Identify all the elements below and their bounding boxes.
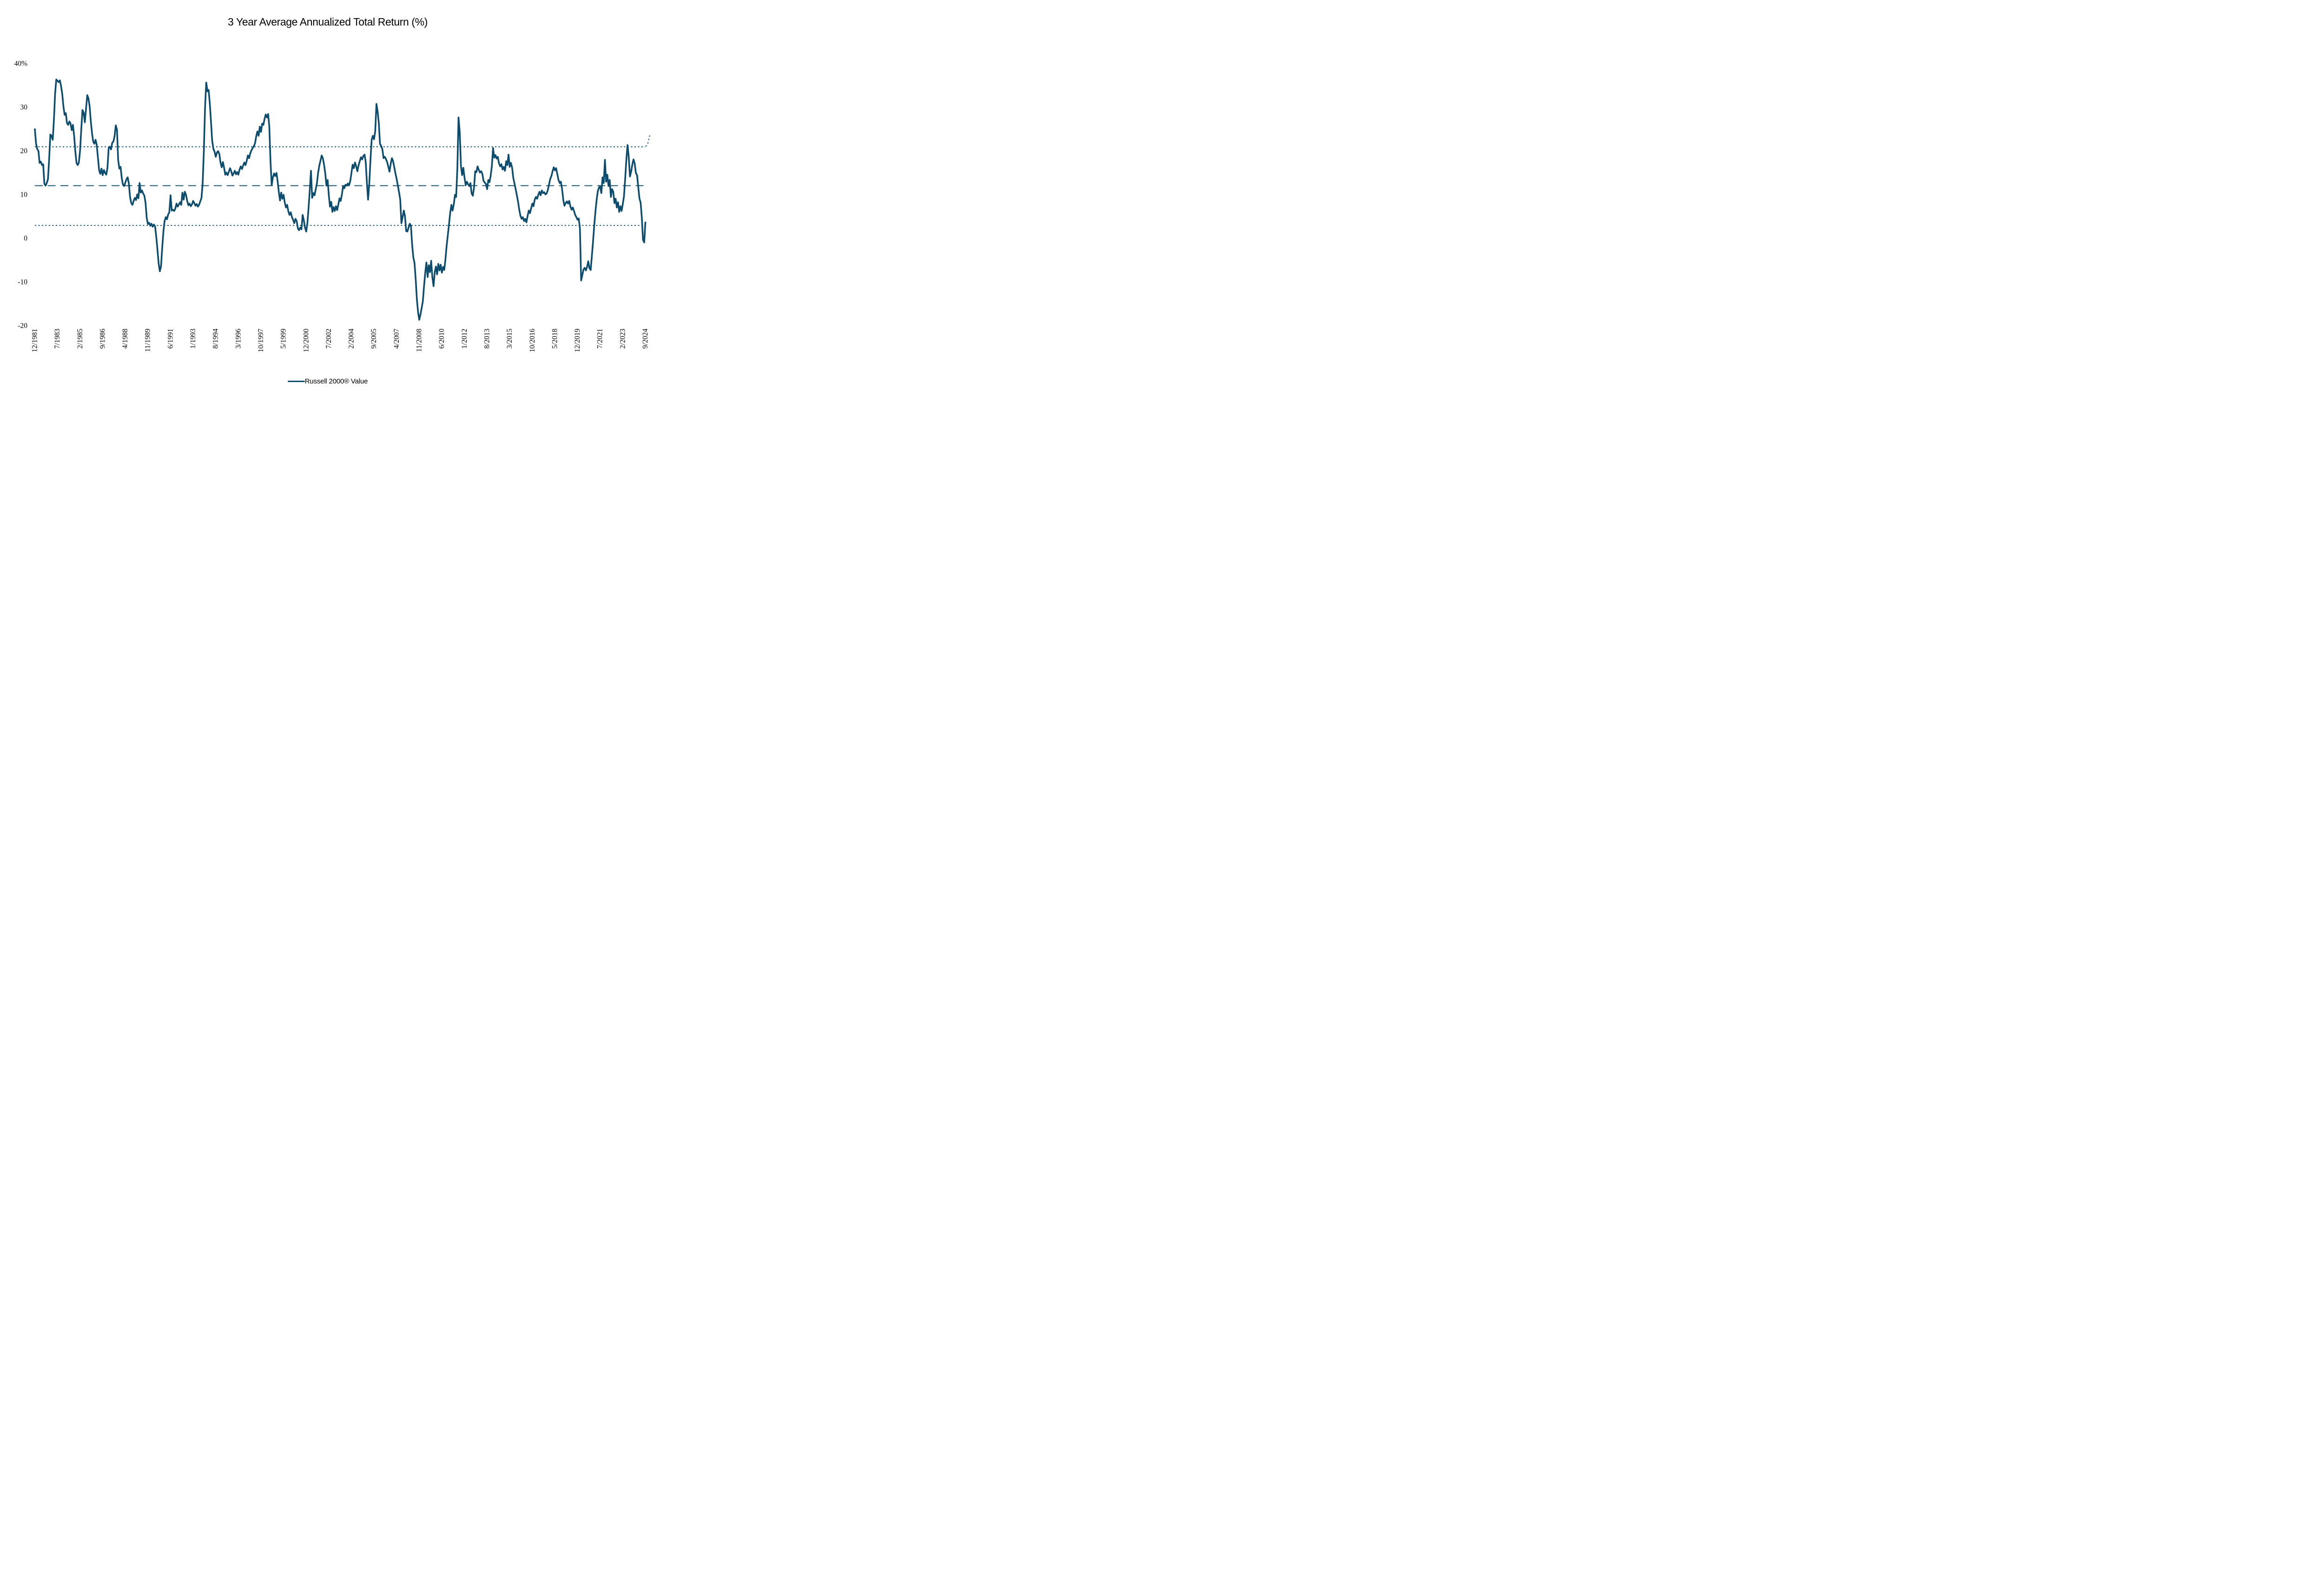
x-tick-label: 9/2024 <box>641 329 649 349</box>
x-tick-label: 2/2004 <box>348 329 356 349</box>
x-tick-label: 4/1988 <box>121 329 129 349</box>
x-tick-label: 7/2021 <box>596 329 604 349</box>
x-tick-label: 3/1996 <box>234 329 242 349</box>
y-tick-label: 40% <box>14 60 28 68</box>
x-tick-label: 2/1985 <box>76 329 84 349</box>
line-chart: 40% 30 20 10 0 -10 -20 12/1981 7/1983 2/1985 9/198… <box>14 60 651 352</box>
russell-2000-value-line <box>34 79 647 321</box>
y-tick-label: 0 <box>24 235 27 243</box>
chart-title: 3 Year Average Annualized Total Return (… <box>228 16 428 28</box>
legend: Russell 2000® Value <box>0 377 655 385</box>
x-tick-label: 9/2005 <box>370 329 378 349</box>
x-tick-label: 9/1986 <box>99 329 106 349</box>
x-tick-label: 11/1989 <box>144 329 152 352</box>
x-tick-label: 3/2015 <box>506 329 514 349</box>
x-tick-label: 5/2018 <box>551 329 559 349</box>
x-tick-label: 7/1983 <box>53 329 61 349</box>
x-tick-label: 12/1981 <box>31 329 39 352</box>
x-tick-label: 6/2010 <box>438 329 446 349</box>
y-tick-label: 10 <box>20 191 28 199</box>
x-tick-label: 10/1997 <box>257 329 265 352</box>
x-tick-label: 6/1991 <box>166 329 174 349</box>
x-tick-label: 4/2007 <box>393 329 401 349</box>
x-tick-label: 2/2023 <box>619 329 627 349</box>
top-dotted-end-upturn <box>645 134 651 147</box>
x-tick-label: 1/2012 <box>461 329 469 349</box>
x-tick-label: 12/2000 <box>302 329 310 352</box>
x-tick-label: 10/2016 <box>528 329 536 352</box>
x-tick-label: 1/1993 <box>189 329 197 349</box>
x-tick-label: 8/2013 <box>483 329 491 349</box>
x-tick-label: 5/1999 <box>280 329 288 349</box>
legend-label: Russell 2000® Value <box>304 377 368 385</box>
x-tick-label: 11/2008 <box>416 329 423 352</box>
y-tick-label: -20 <box>18 322 27 330</box>
y-tick-label: 30 <box>20 104 28 112</box>
y-tick-label: 20 <box>20 147 28 155</box>
y-tick-label: -10 <box>18 278 27 286</box>
x-tick-label: 12/2019 <box>574 329 581 352</box>
legend-line-swatch <box>287 380 305 383</box>
x-tick-label: 7/2002 <box>325 329 333 349</box>
x-tick-label: 8/1994 <box>212 329 220 349</box>
chart-page: 3 Year Average Annualized Total Return (… <box>0 0 655 393</box>
